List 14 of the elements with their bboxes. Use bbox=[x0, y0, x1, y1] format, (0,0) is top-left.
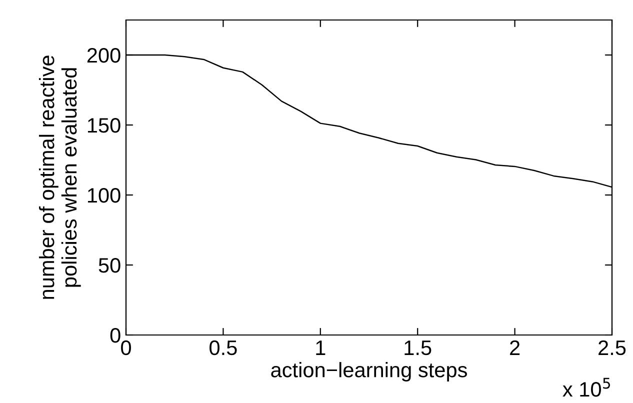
x-tick-label: 0 bbox=[121, 340, 131, 356]
x-tick-label: 1 bbox=[316, 340, 326, 355]
x-tick-label: 2.5 bbox=[598, 340, 626, 356]
x-tick-label: 1.5 bbox=[404, 340, 432, 356]
x-tick-label: 0.5 bbox=[210, 340, 237, 356]
y-axis-title: number of optimal reactive policies when evaluated bbox=[38, 56, 81, 299]
x-tick-label: 2 bbox=[510, 340, 520, 355]
y-tick-label: 0 bbox=[110, 328, 120, 343]
y-tick-label: 50 bbox=[98, 258, 120, 273]
y-tick-label: 200 bbox=[87, 48, 120, 63]
text: x 10$^{5}$ bbox=[562, 378, 610, 397]
y-tick-label: 150 bbox=[88, 118, 120, 133]
x-axis-title: action−learning steps bbox=[271, 362, 467, 382]
y-tick-label: 100 bbox=[88, 188, 120, 203]
